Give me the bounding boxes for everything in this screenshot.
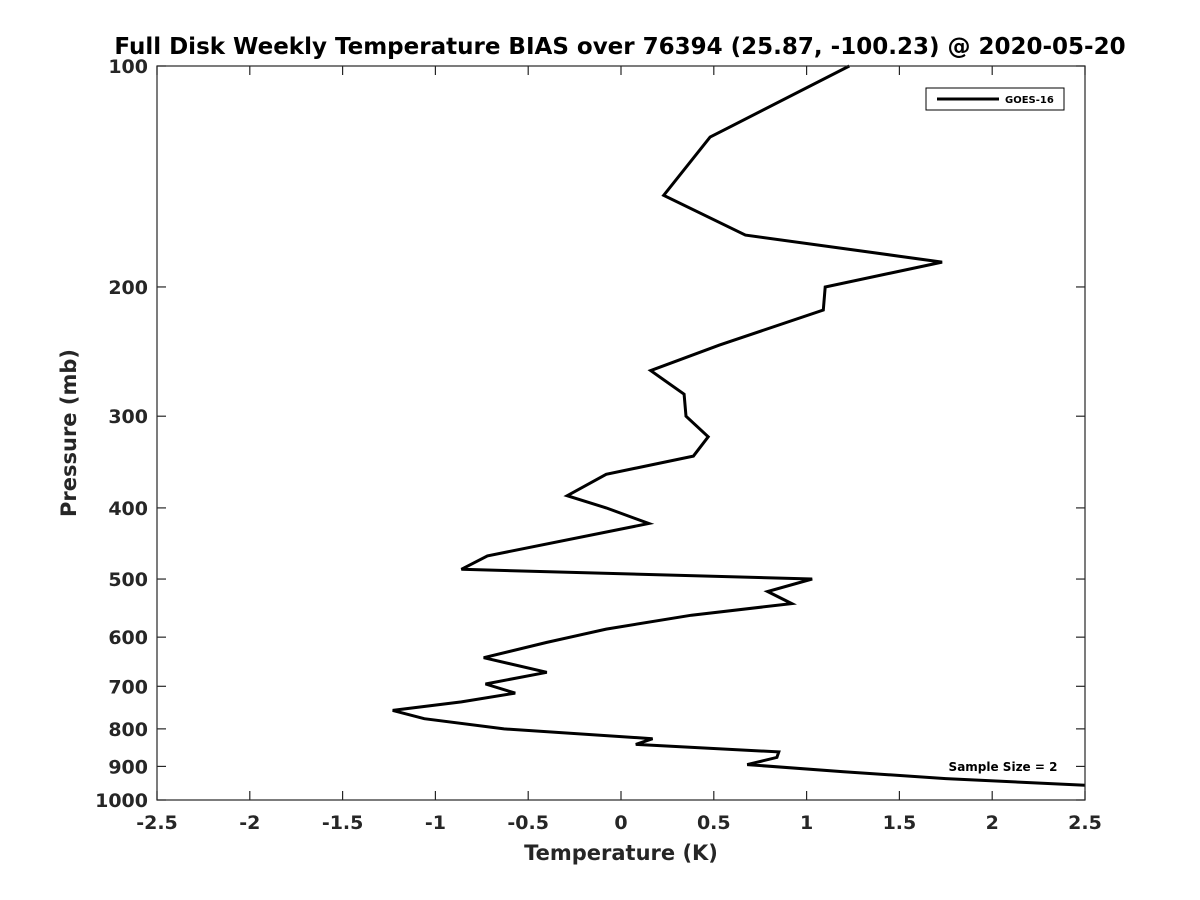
x-tick-label: 1 [800,812,813,834]
y-axis: 100 200 300 400 500 600 700 800 900 1000 [95,56,1085,812]
y-tick-label: 400 [108,498,148,520]
legend-label: GOES-16 [1005,95,1054,106]
plot-background [157,66,1085,800]
x-axis: -2.5 -2 -1.5 -1 -0.5 0 0.5 1 1.5 2 2.5 [136,66,1102,834]
y-tick-label: 500 [108,569,148,591]
x-tick-label: -2.5 [136,812,178,834]
plot-area: -2.5 -2 -1.5 -1 -0.5 0 0.5 1 1.5 2 2.5 100 200 300 40… [95,56,1102,834]
legend: GOES-16 [925,87,1065,111]
x-tick-label: -1.5 [322,812,364,834]
sample-size-annotation: Sample Size = 2 [949,760,1058,774]
y-tick-label: 300 [108,406,148,428]
y-tick-label: 700 [108,676,148,698]
x-tick-label: -0.5 [507,812,549,834]
x-tick-label: -1 [425,812,446,834]
x-tick-label: 1.5 [883,812,917,834]
x-axis-label: Temperature (K) [524,841,718,865]
y-tick-label: 100 [108,56,148,78]
axes-box [156,65,1086,801]
y-tick-label: 200 [108,277,148,299]
y-tick-label: 800 [108,719,148,741]
y-tick-label: 600 [108,627,148,649]
series-line-goes-16 [392,64,1086,787]
x-tick-label: -2 [239,812,260,834]
x-tick-label: 2.5 [1068,812,1102,834]
chart-title: Full Disk Weekly Temperature BIAS over 7… [114,34,1125,60]
y-tick-label: 900 [108,756,148,778]
x-tick-label: 2 [986,812,999,834]
x-tick-label: 0.5 [697,812,731,834]
y-axis-label: Pressure (mb) [57,349,81,517]
y-tick-label: 1000 [95,790,148,812]
x-tick-label: 0 [614,812,627,834]
